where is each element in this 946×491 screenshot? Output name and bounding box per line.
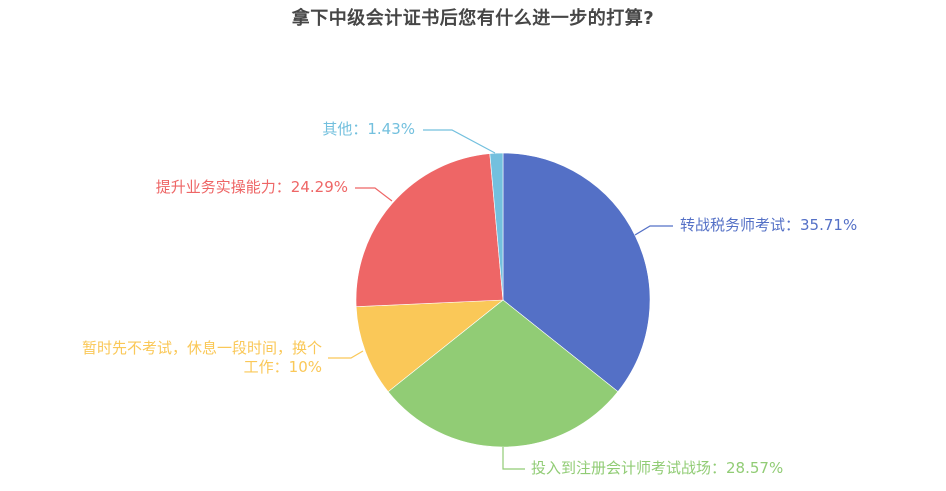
label-rest: 暂时先不考试，休息一段时间，换个 工作：10% bbox=[82, 339, 322, 377]
pie-slice[interactable] bbox=[489, 152, 504, 301]
label-line-shuiwu bbox=[634, 225, 673, 236]
label-rest-line1: 暂时先不考试，休息一段时间，换个 bbox=[81, 339, 322, 357]
label-lines bbox=[328, 129, 673, 470]
pie-slice[interactable] bbox=[355, 299, 504, 393]
label-line-cpa bbox=[502, 447, 525, 470]
label-cpa: 投入到注册会计师考试战场：28.57% bbox=[531, 459, 784, 477]
chart-title: 拿下中级会计证书后您有什么进一步的打算? bbox=[291, 8, 655, 29]
label-skill: 提升业务实操能力：24.29% bbox=[155, 178, 348, 196]
label-line-rest bbox=[328, 350, 364, 359]
label-line-other bbox=[423, 129, 496, 154]
label-shuiwu: 转战税务师考试：35.71% bbox=[680, 216, 858, 234]
pie-slice[interactable] bbox=[355, 153, 504, 307]
label-rest-line2: 工作：10% bbox=[243, 358, 322, 376]
label-line-skill bbox=[355, 187, 393, 202]
label-other: 其他：1.43% bbox=[322, 120, 415, 138]
pie-slices bbox=[355, 152, 651, 448]
pie-slice[interactable] bbox=[387, 299, 619, 448]
pie-slice[interactable] bbox=[502, 152, 651, 393]
